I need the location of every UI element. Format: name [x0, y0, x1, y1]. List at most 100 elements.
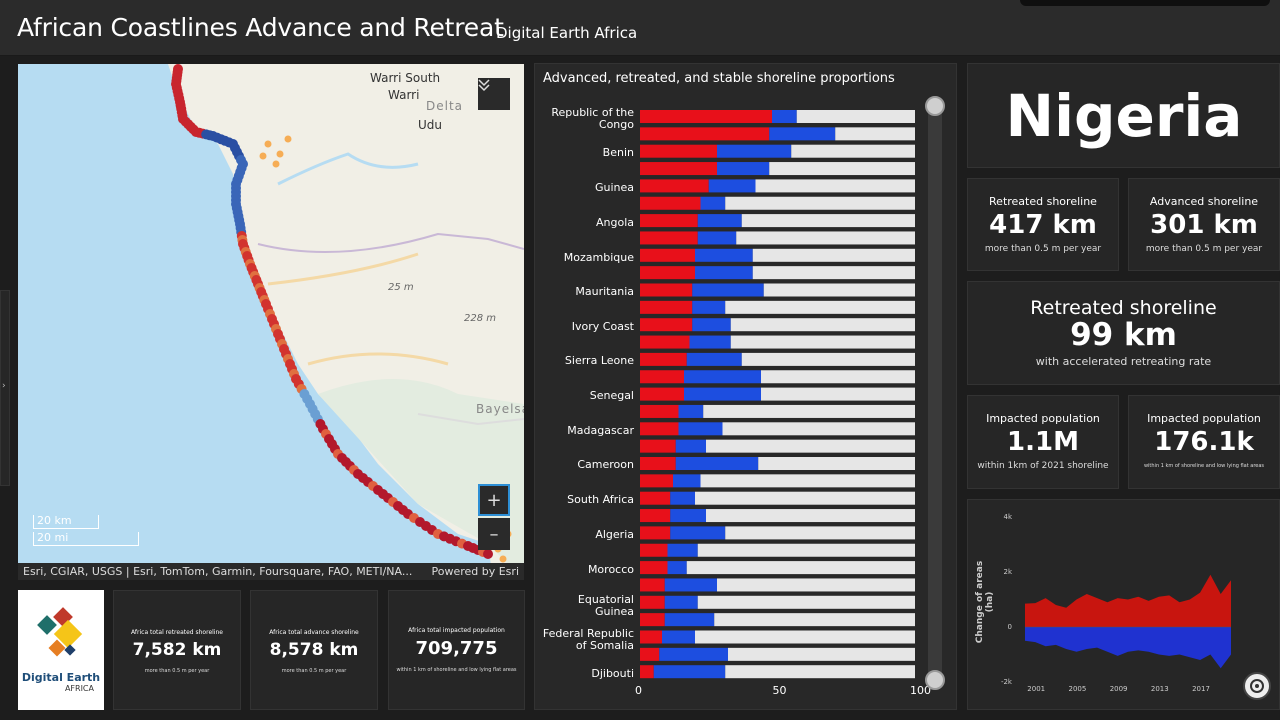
bar-stable[interactable] [725, 196, 915, 210]
bar-retreated[interactable] [640, 526, 671, 540]
bar-advanced[interactable] [697, 214, 742, 228]
bar-advanced[interactable] [692, 300, 726, 314]
bar-retreated[interactable] [640, 404, 679, 418]
bar-advanced[interactable] [664, 613, 715, 627]
bar-stable[interactable] [695, 491, 915, 505]
bar-retreated[interactable] [640, 248, 695, 262]
bar-retreated[interactable] [640, 665, 654, 679]
bar-stable[interactable] [725, 300, 915, 314]
bar-stable[interactable] [703, 404, 915, 418]
bar-stable[interactable] [706, 439, 915, 453]
bar-stable[interactable] [835, 127, 915, 141]
bar-advanced[interactable] [717, 144, 792, 158]
bar-advanced[interactable] [670, 526, 726, 540]
bar-stable[interactable] [769, 162, 915, 176]
bar-advanced[interactable] [684, 370, 761, 384]
bar-advanced[interactable] [670, 509, 706, 523]
bar-retreated[interactable] [640, 439, 676, 453]
scroll-handle-top[interactable] [925, 96, 945, 116]
bar-advanced[interactable] [717, 162, 770, 176]
shoreline-point[interactable] [276, 150, 284, 158]
bar-retreated[interactable] [640, 422, 679, 436]
bar-retreated[interactable] [640, 387, 684, 401]
side-panel-toggle[interactable]: › [0, 290, 10, 486]
bar-stable[interactable] [741, 214, 915, 228]
bar-advanced[interactable] [667, 561, 687, 575]
bar-stable[interactable] [730, 318, 915, 332]
bar-stable[interactable] [752, 266, 915, 280]
bar-retreated[interactable] [640, 335, 690, 349]
shoreline-point[interactable] [499, 555, 507, 563]
area-retreat[interactable] [1025, 627, 1231, 669]
bar-retreated[interactable] [640, 491, 671, 505]
bar-stable[interactable] [741, 352, 915, 366]
bar-advanced[interactable] [684, 387, 761, 401]
bar-stable[interactable] [728, 647, 915, 661]
bar-advanced[interactable] [664, 578, 717, 592]
bar-retreated[interactable] [640, 179, 709, 193]
bar-retreated[interactable] [640, 595, 665, 609]
bar-retreated[interactable] [640, 231, 698, 245]
bar-stable[interactable] [697, 595, 915, 609]
bar-advanced[interactable] [667, 543, 698, 557]
bar-retreated[interactable] [640, 561, 668, 575]
bar-retreated[interactable] [640, 266, 695, 280]
bar-stable[interactable] [758, 457, 915, 470]
bar-retreated[interactable] [640, 283, 693, 297]
bar-advanced[interactable] [673, 474, 701, 488]
bar-retreated[interactable] [640, 543, 668, 557]
bar-stable[interactable] [730, 335, 915, 349]
bar-stable[interactable] [700, 474, 916, 488]
powered-by-link[interactable]: Powered by Esri [431, 565, 519, 578]
bar-advanced[interactable] [678, 422, 723, 436]
bar-retreated[interactable] [640, 110, 772, 123]
bar-advanced[interactable] [689, 335, 731, 349]
bar-advanced[interactable] [662, 630, 695, 644]
bar-advanced[interactable] [692, 318, 731, 332]
bar-retreated[interactable] [640, 474, 673, 488]
bar-stable[interactable] [761, 387, 915, 401]
bar-stable[interactable] [695, 630, 915, 644]
chevrons-down-icon[interactable] [478, 78, 510, 110]
bar-advanced[interactable] [686, 352, 742, 366]
feedback-icon[interactable] [1243, 672, 1271, 700]
bar-retreated[interactable] [640, 196, 701, 210]
bar-advanced[interactable] [772, 110, 797, 123]
bar-advanced[interactable] [678, 404, 704, 418]
bar-retreated[interactable] [640, 613, 665, 627]
bar-advanced[interactable] [653, 665, 726, 679]
bar-retreated[interactable] [640, 509, 671, 523]
scroll-handle-bottom[interactable] [925, 670, 945, 690]
bar-retreated[interactable] [640, 318, 693, 332]
bar-advanced[interactable] [708, 179, 756, 193]
map-view[interactable]: Warri South Warri Delta Udu Bayelsa 25 m… [18, 64, 524, 580]
chart-scrollbar[interactable] [925, 96, 945, 690]
bar-retreated[interactable] [640, 352, 687, 366]
bar-stable[interactable] [706, 509, 915, 523]
bar-retreated[interactable] [640, 370, 684, 384]
zoom-out-button[interactable]: – [478, 518, 510, 550]
zoom-in-button[interactable]: + [478, 484, 510, 516]
bar-retreated[interactable] [640, 457, 676, 470]
bar-stable[interactable] [725, 665, 915, 679]
bar-retreated[interactable] [640, 578, 665, 592]
shoreline-point[interactable] [483, 549, 493, 559]
bar-retreated[interactable] [640, 162, 717, 176]
bar-advanced[interactable] [695, 266, 753, 280]
bar-advanced[interactable] [675, 439, 706, 453]
bar-retreated[interactable] [640, 630, 662, 644]
bar-stable[interactable] [755, 179, 916, 193]
bar-retreated[interactable] [640, 214, 698, 228]
bar-advanced[interactable] [769, 127, 836, 141]
area-advance[interactable] [1025, 574, 1231, 627]
shoreline-point[interactable] [284, 135, 292, 143]
shoreline-point[interactable] [264, 140, 272, 148]
bar-advanced[interactable] [695, 248, 753, 262]
bar-advanced[interactable] [670, 491, 695, 505]
bar-retreated[interactable] [640, 144, 717, 158]
shoreline-point[interactable] [259, 152, 267, 160]
shoreline-point[interactable] [272, 160, 280, 168]
bar-advanced[interactable] [664, 595, 698, 609]
bar-stable[interactable] [717, 578, 915, 592]
bar-stable[interactable] [796, 110, 915, 123]
